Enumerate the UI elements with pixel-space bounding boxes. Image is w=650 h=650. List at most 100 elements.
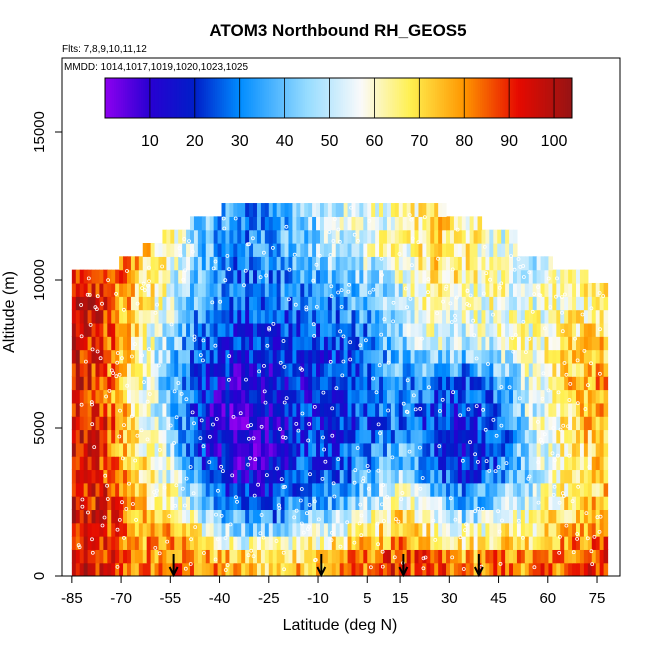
heat-cell-1082: [583, 469, 589, 484]
heat-cell-2119: [383, 362, 388, 377]
heat-cell-2356: [245, 336, 250, 351]
heat-cell-1487: [572, 429, 577, 444]
heat-cell-3219: [497, 256, 502, 271]
heat-cell-1325: [469, 442, 475, 457]
colorbar-swatch: [179, 78, 182, 118]
heat-cell-3271: [292, 243, 297, 257]
heat-cell-518: [505, 522, 510, 537]
track-point-22: [471, 318, 476, 323]
heat-cell-2452: [87, 322, 93, 337]
heat-cell-3213: [473, 256, 479, 271]
heat-cell-3275: [308, 243, 313, 257]
heat-cell-484: [371, 522, 376, 537]
heat-cell-619: [367, 509, 372, 524]
heat-cell-1580: [402, 416, 408, 431]
colorbar-swatch: [277, 78, 281, 118]
heat-cell-971: [146, 469, 152, 484]
heat-cell-130: [583, 562, 589, 576]
heat-cell-1337: [516, 442, 522, 457]
heat-cell-1379: [146, 429, 152, 444]
heat-cell-2886: [190, 282, 195, 297]
heat-cell-469: [312, 522, 317, 537]
heat-cell-2133: [438, 362, 443, 377]
heat-cell-1456: [449, 429, 455, 444]
heat-cell-1367: [99, 429, 104, 444]
heat-cell-885: [343, 482, 349, 497]
track-point-354: [405, 305, 410, 310]
heat-cell-1026: [363, 469, 368, 484]
track-point-219: [483, 427, 488, 432]
heat-cell-1511: [130, 416, 136, 431]
track-point-255: [141, 281, 146, 286]
heat-cell-1745: [516, 402, 522, 417]
heat-cell-418: [111, 522, 116, 537]
track-point-129: [261, 250, 266, 255]
heat-cell-807: [572, 496, 577, 510]
heat-cell-793: [516, 496, 522, 510]
heat-cell-2904: [260, 282, 266, 297]
heat-cell-2824: [481, 296, 487, 311]
heat-cell-1008: [292, 469, 297, 484]
heat-cell-2065: [170, 362, 175, 377]
heat-cell-2449: [75, 322, 81, 337]
heat-cell-2679: [446, 309, 451, 324]
x-axis-label: Latitude (deg N): [283, 617, 398, 634]
colorbar-swatch: [208, 78, 212, 118]
heat-cell-753: [359, 496, 364, 510]
heat-cell-2288: [513, 349, 518, 364]
heat-cell-2296: [544, 349, 550, 364]
heat-cell-1400: [229, 429, 234, 444]
heat-cell-254: [536, 549, 542, 564]
heat-cell-203: [335, 549, 341, 564]
colorbar-swatch: [327, 78, 331, 118]
heat-cell-1269: [249, 442, 254, 457]
heat-cell-3100: [497, 269, 502, 284]
heat-cell-1214: [568, 456, 573, 471]
heat-cell-115: [524, 562, 530, 576]
heat-cell-2281: [485, 349, 490, 364]
heat-cell-2561: [516, 322, 522, 337]
heat-cell-1837: [343, 389, 349, 404]
heat-cell-2106: [331, 362, 337, 377]
track-point-355: [321, 390, 326, 395]
heat-cell-2783: [319, 296, 325, 311]
heat-cell-1275: [272, 442, 278, 457]
heat-cell-3516: [316, 203, 321, 217]
heat-cell-248: [513, 549, 518, 564]
heat-cell-2941: [406, 282, 412, 297]
heat-cell-628: [402, 509, 408, 524]
heat-cell-1521: [170, 416, 175, 431]
heat-cell-2542: [442, 322, 447, 337]
colorbar-swatch: [542, 78, 546, 118]
heat-cell-3435: [256, 216, 262, 231]
heat-cell-1270: [253, 442, 258, 457]
track-point-109: [115, 527, 120, 532]
heat-cell-12: [119, 562, 124, 576]
heat-cell-1919: [130, 376, 136, 391]
heat-cell-2773: [280, 296, 286, 311]
heat-cell-2257: [390, 349, 396, 364]
heat-cell-987: [209, 469, 215, 484]
x-tick-label: -10: [307, 590, 329, 607]
heat-cell-385: [516, 536, 522, 550]
colorbar-swatch: [432, 78, 436, 118]
heat-cell-432: [166, 522, 171, 537]
colorbar-tick-label: 100: [541, 133, 568, 150]
heat-cell-2007: [477, 376, 483, 391]
heat-cell-2446: [599, 336, 605, 351]
heat-cell-785: [485, 496, 490, 510]
heat-cell-460: [276, 522, 282, 537]
colorbar-swatch: [417, 78, 420, 118]
heat-cell-1209: [548, 456, 553, 471]
heat-cell-2491: [241, 322, 246, 337]
heat-cell-777: [453, 496, 459, 510]
heat-cell-2857: [75, 282, 81, 297]
heat-cell-1096: [103, 456, 108, 471]
heat-cell-2423: [509, 336, 514, 351]
track-point-395: [381, 519, 386, 523]
heat-cell-2803: [398, 296, 404, 311]
heat-cell-2539: [430, 322, 435, 337]
heat-cell-1196: [497, 456, 502, 471]
heat-cell-94: [442, 562, 447, 576]
heat-cell-3202: [430, 256, 435, 271]
